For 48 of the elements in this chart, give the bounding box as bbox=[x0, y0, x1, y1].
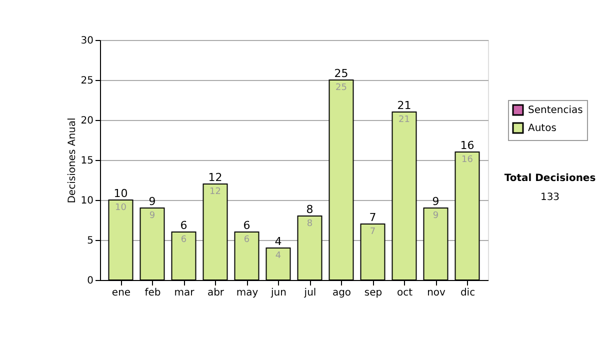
x-tick-label: dic bbox=[460, 288, 476, 298]
x-tick-label: mar bbox=[174, 288, 196, 298]
total-label: 9 bbox=[148, 195, 156, 208]
text: Total Decisiones bbox=[504, 173, 596, 184]
total-label: 21 bbox=[397, 99, 412, 112]
total-label: 4 bbox=[274, 235, 282, 248]
x-tick-label: feb bbox=[144, 288, 161, 298]
data-label: 25 bbox=[336, 83, 347, 93]
total-label: 10 bbox=[114, 187, 128, 200]
total-label: 7 bbox=[369, 211, 376, 224]
data-label: 12 bbox=[210, 187, 221, 197]
x-tick-label: ago bbox=[332, 288, 352, 298]
data-label: 4 bbox=[275, 251, 282, 261]
y-tick-label: 30 bbox=[80, 36, 94, 46]
y-axis-title: Decisiones Anual bbox=[66, 118, 78, 204]
x-tick-label: oct bbox=[396, 288, 413, 298]
total-label: 8 bbox=[306, 203, 314, 216]
data-label: 6 bbox=[244, 235, 250, 245]
text: 133 bbox=[540, 192, 560, 203]
total-label: 9 bbox=[432, 195, 440, 208]
y-tick-label: 10 bbox=[80, 196, 94, 206]
y-tick-label: 0 bbox=[87, 276, 94, 286]
y-tick-label: 15 bbox=[80, 156, 94, 166]
data-label: 9 bbox=[432, 211, 439, 221]
x-tick-label: may bbox=[236, 288, 258, 298]
data-label: 21 bbox=[398, 115, 410, 125]
x-tick-label: ene bbox=[112, 288, 131, 298]
x-tick-label: jul bbox=[303, 288, 316, 298]
total-label: 6 bbox=[243, 219, 250, 232]
legend-label: Autos bbox=[528, 123, 556, 134]
data-label: 6 bbox=[180, 235, 187, 245]
data-label: 10 bbox=[115, 203, 127, 213]
legend-label: Sentencias bbox=[528, 105, 583, 116]
y-tick-label: 25 bbox=[80, 76, 94, 86]
total-label: 12 bbox=[208, 171, 222, 184]
data-label: 16 bbox=[462, 155, 474, 165]
data-label: 8 bbox=[306, 219, 313, 229]
total-label: 16 bbox=[460, 139, 474, 152]
data-label: 9 bbox=[149, 211, 156, 221]
total-label: 6 bbox=[180, 219, 188, 232]
y-tick-label: 5 bbox=[87, 236, 94, 246]
total-label: 25 bbox=[334, 67, 348, 80]
y-tick-label: 20 bbox=[80, 116, 94, 126]
x-tick-label: jun bbox=[270, 288, 286, 298]
x-tick-label: abr bbox=[207, 288, 225, 298]
x-tick-label: nov bbox=[427, 288, 446, 298]
data-label: 7 bbox=[370, 227, 376, 237]
x-tick-label: sep bbox=[364, 288, 382, 298]
